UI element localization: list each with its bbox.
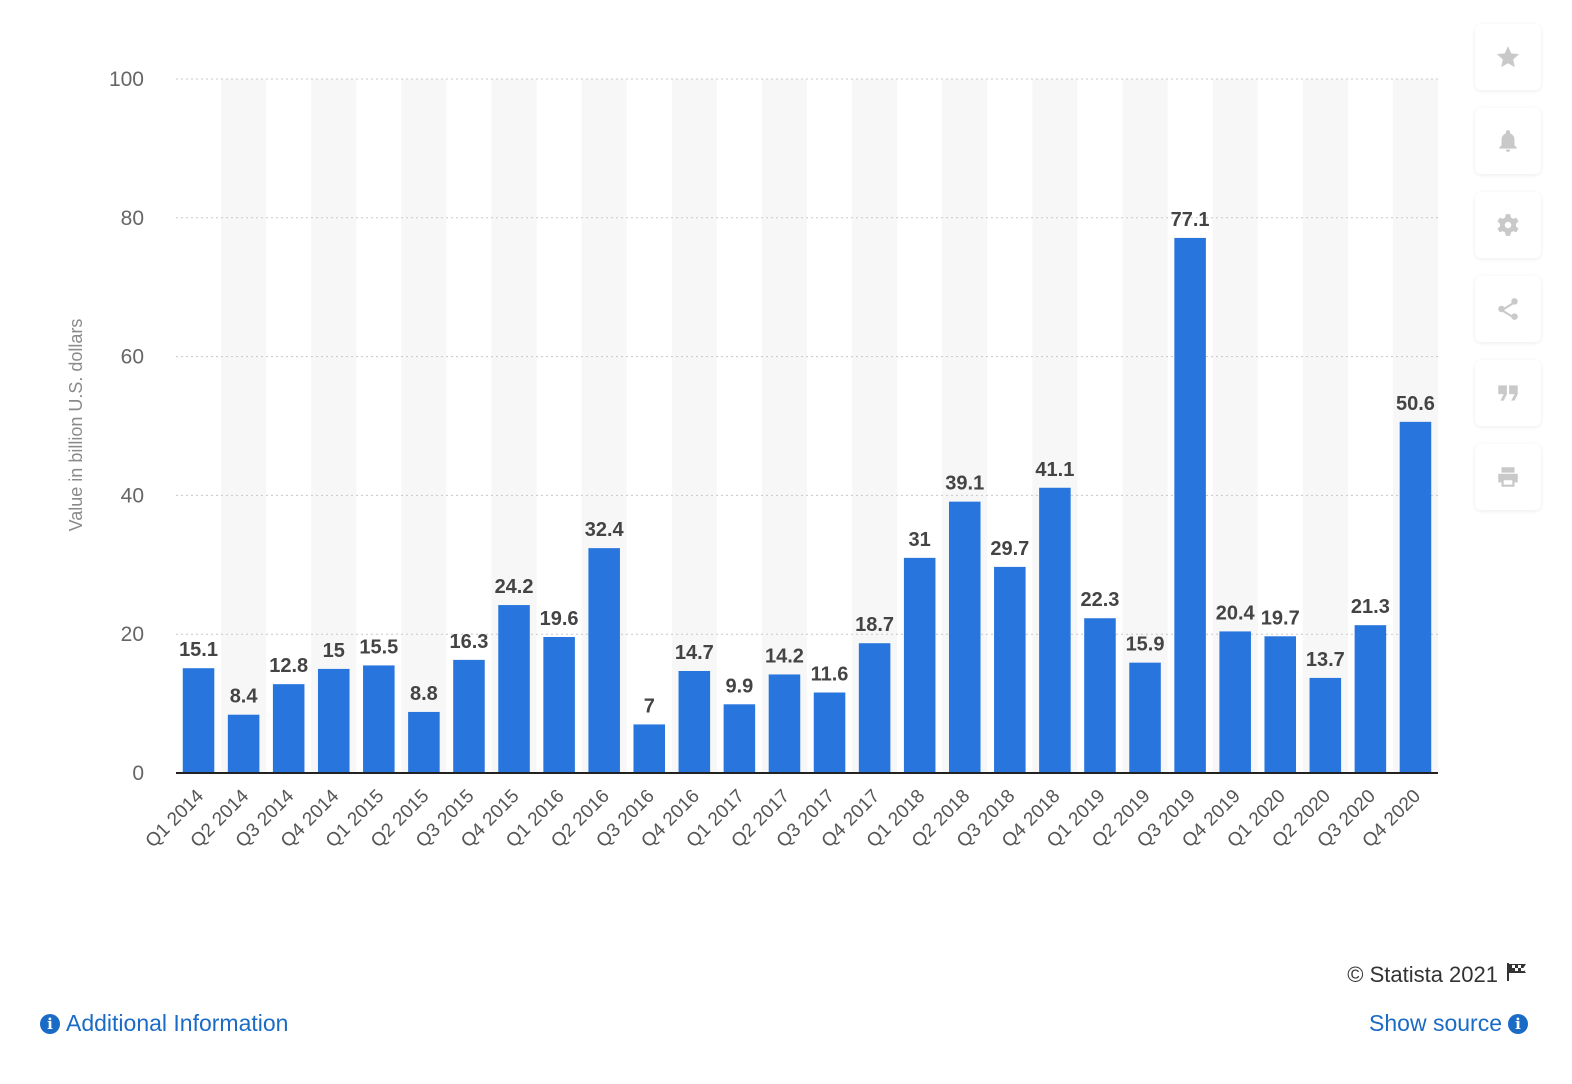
- bar[interactable]: [1039, 487, 1071, 773]
- data-label: 15.1: [179, 639, 218, 661]
- background-band: [1302, 79, 1348, 773]
- star-icon: [1496, 46, 1520, 68]
- data-label: 39.1: [945, 473, 984, 495]
- show-source-link[interactable]: Show source i: [1369, 1010, 1528, 1037]
- y-tick-label: 20: [121, 623, 144, 646]
- bar[interactable]: [768, 674, 801, 773]
- background-band: [401, 79, 447, 773]
- y-axis-ticks: 0 20 40 60 80 100: [109, 68, 144, 785]
- bar[interactable]: [948, 501, 981, 773]
- bar[interactable]: [678, 670, 711, 773]
- data-label: 11.6: [811, 663, 849, 685]
- data-label: 8.4: [230, 686, 259, 708]
- bar[interactable]: [1084, 618, 1116, 773]
- bar[interactable]: [1129, 662, 1161, 773]
- bar[interactable]: [498, 605, 530, 773]
- notification-button[interactable]: [1475, 108, 1541, 174]
- data-label: 15.9: [1126, 634, 1165, 656]
- data-label: 19.7: [1261, 607, 1300, 629]
- data-label: 16.3: [449, 631, 488, 653]
- bar[interactable]: [363, 665, 395, 773]
- bar[interactable]: [1219, 631, 1251, 773]
- bar[interactable]: [543, 636, 575, 773]
- data-label: 21.3: [1351, 596, 1390, 618]
- bell-icon: [1499, 130, 1517, 152]
- data-label: 12.8: [269, 655, 308, 677]
- data-labels: 15.1 8.4 12.8 15 15.5 8.8 16.3 24.2 19.6 32.4 7 14.…: [179, 209, 1435, 717]
- bar[interactable]: [1399, 421, 1432, 773]
- bar[interactable]: [1354, 625, 1387, 773]
- bar[interactable]: [588, 548, 620, 773]
- bar[interactable]: [994, 566, 1026, 773]
- bar[interactable]: [858, 643, 891, 773]
- data-label: 15.5: [359, 636, 398, 658]
- cite-button[interactable]: [1475, 360, 1541, 426]
- settings-button[interactable]: [1475, 192, 1541, 258]
- bar[interactable]: [1174, 237, 1206, 773]
- data-label: 29.7: [990, 538, 1029, 560]
- y-axis-label: Value in billion U.S. dollars: [66, 319, 86, 532]
- data-label: 9.9: [725, 675, 753, 697]
- bar[interactable]: [453, 659, 485, 773]
- data-label: 8.8: [410, 683, 438, 705]
- bar[interactable]: [813, 692, 846, 773]
- bar[interactable]: [903, 557, 936, 773]
- copyright-notice: © Statista 2021: [1347, 962, 1528, 988]
- data-label: 41.1: [1035, 459, 1074, 481]
- y-tick-label: 60: [121, 346, 144, 369]
- data-label: 13.7: [1306, 649, 1345, 671]
- background-band: [1122, 79, 1168, 773]
- data-label: 19.6: [540, 608, 579, 630]
- y-tick-label: 100: [109, 68, 144, 91]
- bar[interactable]: [272, 684, 305, 773]
- data-label: 77.1: [1171, 209, 1210, 231]
- bar[interactable]: [317, 668, 350, 773]
- data-label: 18.7: [855, 614, 894, 636]
- info-icon: i: [40, 1013, 60, 1034]
- data-label: 50.6: [1396, 393, 1435, 415]
- bar[interactable]: [1309, 677, 1342, 773]
- background-band: [311, 79, 357, 773]
- data-label: 14.2: [765, 645, 804, 667]
- y-tick-label: 0: [132, 762, 144, 785]
- additional-information-label: Additional Information: [66, 1010, 289, 1036]
- bar[interactable]: [227, 714, 260, 773]
- bar-chart: 0 20 40 60 80 100 Value in billion U.S. dolla…: [66, 68, 1438, 852]
- additional-information-link[interactable]: i Additional Information: [40, 1010, 288, 1037]
- favorite-button[interactable]: [1475, 24, 1541, 90]
- bar[interactable]: [633, 724, 666, 773]
- data-label: 31: [909, 529, 931, 551]
- data-label: 24.2: [495, 576, 534, 598]
- info-icon: i: [1508, 1013, 1528, 1034]
- data-label: 20.4: [1216, 602, 1256, 624]
- print-icon: [1498, 467, 1518, 487]
- print-button[interactable]: [1475, 444, 1541, 510]
- bar[interactable]: [408, 711, 440, 773]
- data-label: 22.3: [1080, 589, 1119, 611]
- y-tick-label: 40: [121, 484, 144, 507]
- data-label: 32.4: [585, 519, 625, 541]
- copyright-text: © Statista 2021: [1347, 962, 1498, 987]
- quote-icon: [1498, 385, 1518, 401]
- background-band: [761, 79, 807, 773]
- share-icon: [1498, 298, 1518, 320]
- share-button[interactable]: [1475, 276, 1541, 342]
- bars: [182, 237, 1432, 773]
- show-source-label: Show source: [1369, 1010, 1502, 1036]
- data-label: 14.7: [675, 642, 714, 664]
- bar[interactable]: [182, 668, 215, 773]
- gear-icon: [1497, 214, 1519, 236]
- y-tick-label: 80: [121, 207, 144, 230]
- bar[interactable]: [1264, 636, 1297, 773]
- background-band: [221, 79, 267, 773]
- data-label: 7: [644, 695, 655, 717]
- flag-icon[interactable]: [1506, 962, 1528, 988]
- bar[interactable]: [723, 704, 756, 773]
- data-label: 15: [323, 640, 345, 662]
- background-band: [671, 79, 717, 773]
